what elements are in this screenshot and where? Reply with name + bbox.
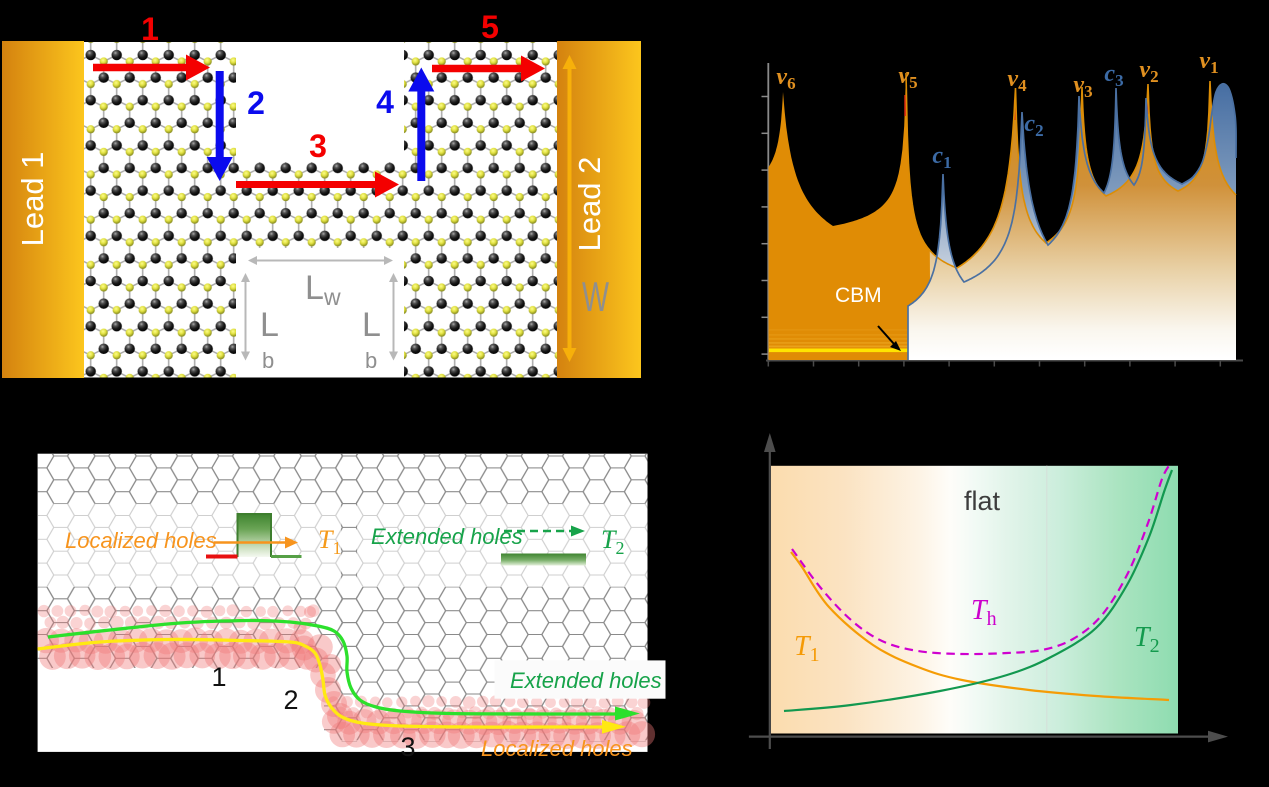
svg-text:L: L — [305, 269, 324, 307]
svg-text:Localized holes: Localized holes — [481, 736, 633, 761]
svg-text:L: L — [362, 306, 381, 344]
svg-text:1: 1 — [211, 662, 226, 692]
svg-text:L: L — [260, 306, 279, 344]
svg-text:Localized holes: Localized holes — [65, 528, 217, 553]
svg-text:5: 5 — [481, 9, 499, 45]
svg-text:b: b — [262, 348, 274, 373]
svg-text:flat: flat — [964, 486, 1001, 516]
svg-text:Extended holes: Extended holes — [510, 668, 662, 693]
svg-text:CBM: CBM — [835, 284, 882, 307]
svg-text:Lead 2: Lead 2 — [572, 157, 607, 252]
svg-text:b: b — [365, 348, 377, 373]
svg-text:1: 1 — [141, 11, 159, 47]
svg-text:3: 3 — [400, 732, 415, 762]
svg-text:2: 2 — [247, 85, 265, 121]
svg-text:4: 4 — [376, 84, 394, 120]
svg-text:3: 3 — [309, 128, 327, 164]
svg-text:Lead 1: Lead 1 — [15, 152, 50, 247]
svg-text:W: W — [582, 273, 609, 320]
svg-text:w: w — [323, 284, 341, 310]
svg-text:2: 2 — [283, 685, 298, 715]
svg-text:Extended holes: Extended holes — [371, 524, 523, 549]
